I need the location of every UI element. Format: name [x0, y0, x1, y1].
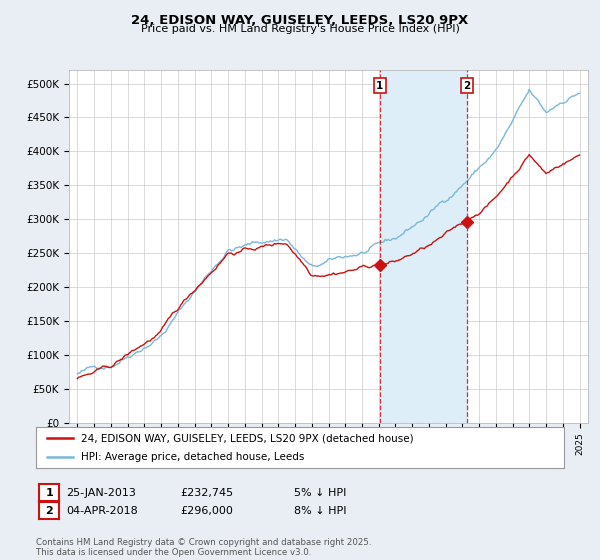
- Text: 8% ↓ HPI: 8% ↓ HPI: [294, 506, 347, 516]
- Text: 1: 1: [376, 81, 383, 91]
- Text: 24, EDISON WAY, GUISELEY, LEEDS, LS20 9PX (detached house): 24, EDISON WAY, GUISELEY, LEEDS, LS20 9P…: [81, 433, 413, 443]
- Text: 2: 2: [463, 81, 470, 91]
- Text: 25-JAN-2013: 25-JAN-2013: [66, 488, 136, 498]
- Text: HPI: Average price, detached house, Leeds: HPI: Average price, detached house, Leed…: [81, 452, 304, 461]
- Text: 2: 2: [46, 506, 53, 516]
- Text: £232,745: £232,745: [180, 488, 233, 498]
- Text: 04-APR-2018: 04-APR-2018: [66, 506, 138, 516]
- Bar: [380, 70, 467, 423]
- Text: Contains HM Land Registry data © Crown copyright and database right 2025.
This d: Contains HM Land Registry data © Crown c…: [36, 538, 371, 557]
- Text: 1: 1: [46, 488, 53, 498]
- Text: £296,000: £296,000: [180, 506, 233, 516]
- Text: 5% ↓ HPI: 5% ↓ HPI: [294, 488, 346, 498]
- Text: Price paid vs. HM Land Registry's House Price Index (HPI): Price paid vs. HM Land Registry's House …: [140, 24, 460, 34]
- Text: 24, EDISON WAY, GUISELEY, LEEDS, LS20 9PX: 24, EDISON WAY, GUISELEY, LEEDS, LS20 9P…: [131, 14, 469, 27]
